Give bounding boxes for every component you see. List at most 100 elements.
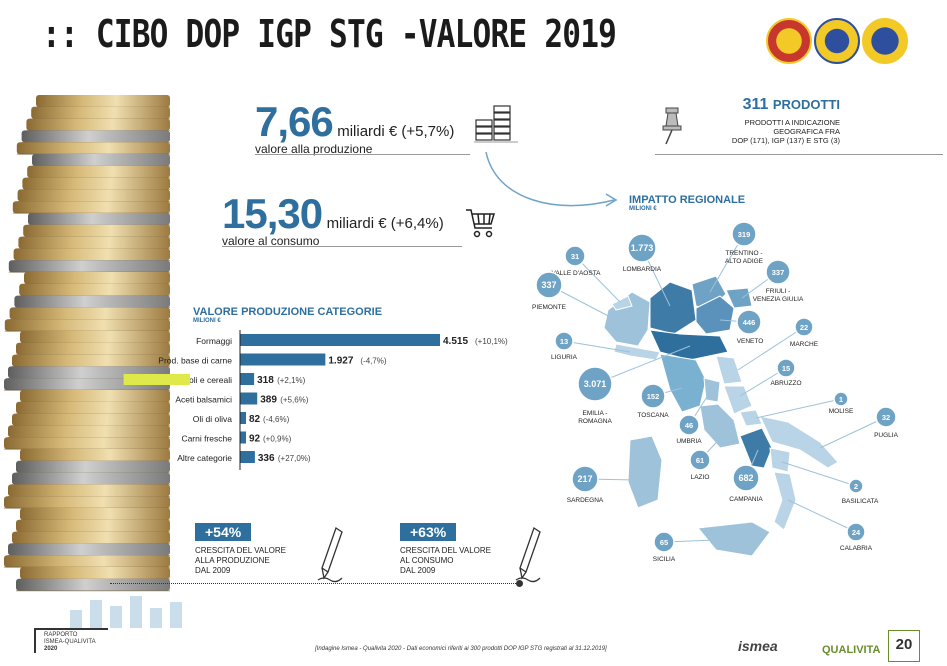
coin xyxy=(8,425,170,438)
region-name: LOMBARDIA xyxy=(623,266,662,273)
region-value: 1.773 xyxy=(631,243,654,253)
bar-value-label: 336 xyxy=(258,453,275,464)
bar-change-label: (+5,6%) xyxy=(280,396,309,405)
region-name: LIGURIA xyxy=(551,354,578,361)
region-name: UMBRIA xyxy=(676,438,702,445)
region-value: 32 xyxy=(882,413,890,422)
region-name: ABRUZZO xyxy=(770,380,801,387)
coin xyxy=(20,449,170,461)
coin xyxy=(36,95,170,107)
region-value: 3.071 xyxy=(584,379,607,389)
region-bubble xyxy=(848,478,864,494)
coin xyxy=(8,484,170,497)
coin xyxy=(16,460,170,473)
region-value: 22 xyxy=(800,323,808,332)
money-stack-icon xyxy=(474,105,518,143)
map-region-puglia xyxy=(759,415,839,469)
region-name: TRENTINO - xyxy=(725,250,762,257)
bar-value-label: 92 xyxy=(249,434,261,445)
products-count: 311 xyxy=(742,96,769,113)
region-name: VALLE D'AOSTA xyxy=(551,270,601,277)
qualivita-logo-text: QUALIVITA xyxy=(822,644,881,656)
region-name: ALTO ADIGE xyxy=(725,258,764,265)
bar xyxy=(240,412,246,424)
region-value: 24 xyxy=(852,528,861,537)
region-value: 682 xyxy=(738,473,753,483)
bar-value-label: 82 xyxy=(249,414,261,425)
region-value: 319 xyxy=(738,230,751,239)
region-bubble xyxy=(736,309,762,335)
coin xyxy=(4,319,170,332)
coin xyxy=(12,531,170,544)
coin xyxy=(12,472,170,485)
map-leader-line xyxy=(781,461,857,487)
label-highlight xyxy=(123,374,190,385)
map-region-molise xyxy=(739,409,763,427)
region-bubble xyxy=(776,358,796,378)
consumption-value: 15,30 xyxy=(222,190,323,237)
coin xyxy=(23,224,170,237)
coin xyxy=(20,390,170,402)
products-line2: GEOGRAFICA FRA xyxy=(773,127,840,136)
region-bubble xyxy=(875,406,897,428)
bar-category-label: Prod. base di carne xyxy=(158,356,232,366)
map-title: IMPATTO REGIONALE xyxy=(629,194,746,206)
map-region-marche xyxy=(715,355,743,385)
dop-seal-icon xyxy=(766,18,812,64)
production-value: 7,66 xyxy=(255,98,334,145)
bar-change-label: (-4,7%) xyxy=(360,357,387,366)
region-name: PIEMONTE xyxy=(532,304,567,311)
region-bubble xyxy=(833,391,849,407)
bar-category-label: Carni fresche xyxy=(181,434,232,444)
region-name: EMILIA - xyxy=(583,410,608,417)
map-region-campania xyxy=(739,427,773,469)
region-name: FRIULI - xyxy=(766,288,791,295)
coin xyxy=(21,130,170,143)
bar-change-label: (+10,1%) xyxy=(475,337,508,346)
region-bubble xyxy=(765,259,791,285)
coin xyxy=(8,260,170,273)
map-leader-line xyxy=(737,326,805,371)
map-region-calabria xyxy=(773,471,797,531)
production-unit: miliardi € (+5,7%) xyxy=(337,123,455,140)
region-bubble xyxy=(554,331,574,351)
region-bubble xyxy=(846,522,866,542)
region-value: 65 xyxy=(660,538,668,547)
consumption-label: valore al consumo xyxy=(222,234,320,248)
growth-production-line2: ALLA PRODUZIONE xyxy=(195,556,270,565)
bar-value-label: 318 xyxy=(257,375,274,386)
coin xyxy=(27,165,170,178)
region-value: 15 xyxy=(782,364,790,373)
coin xyxy=(16,401,170,414)
region-bubble xyxy=(564,245,586,267)
anniversary-logo-text: 20 xyxy=(895,636,913,653)
region-bubble xyxy=(535,271,563,299)
map-leader-line xyxy=(787,499,857,533)
bar xyxy=(240,353,326,366)
region-value: 31 xyxy=(571,252,579,261)
anniversary-logo: 20 xyxy=(888,630,920,662)
region-bubble xyxy=(577,366,613,402)
region-bubble xyxy=(640,383,666,409)
report-line3: 2020 xyxy=(44,646,58,652)
pencil-icon xyxy=(317,526,343,583)
map-region-liguria xyxy=(613,343,661,361)
region-value: 337 xyxy=(541,280,556,290)
region-name: BASILICATA xyxy=(842,498,879,505)
stg-seal-icon xyxy=(862,18,908,64)
map-region-veneto xyxy=(695,295,735,335)
arrow-icon xyxy=(485,151,618,207)
growth-production-pct: +54% xyxy=(195,523,252,541)
region-value: 2 xyxy=(854,482,858,491)
bar-chart-subtitle: MILIONI € xyxy=(193,318,221,324)
coin xyxy=(8,543,170,556)
growth-production: +54% CRESCITA DEL VALORE ALLA PRODUZIONE… xyxy=(195,523,286,576)
pencil-icon xyxy=(515,526,541,583)
products-underline xyxy=(655,154,943,155)
shopping-cart-icon xyxy=(466,209,496,238)
region-bubble xyxy=(653,531,675,553)
coin xyxy=(14,295,170,308)
bar xyxy=(240,373,255,385)
bar-chart-title: VALORE PRODUZIONE CATEGORIE xyxy=(193,306,383,318)
region-name: VENETO xyxy=(737,338,764,345)
